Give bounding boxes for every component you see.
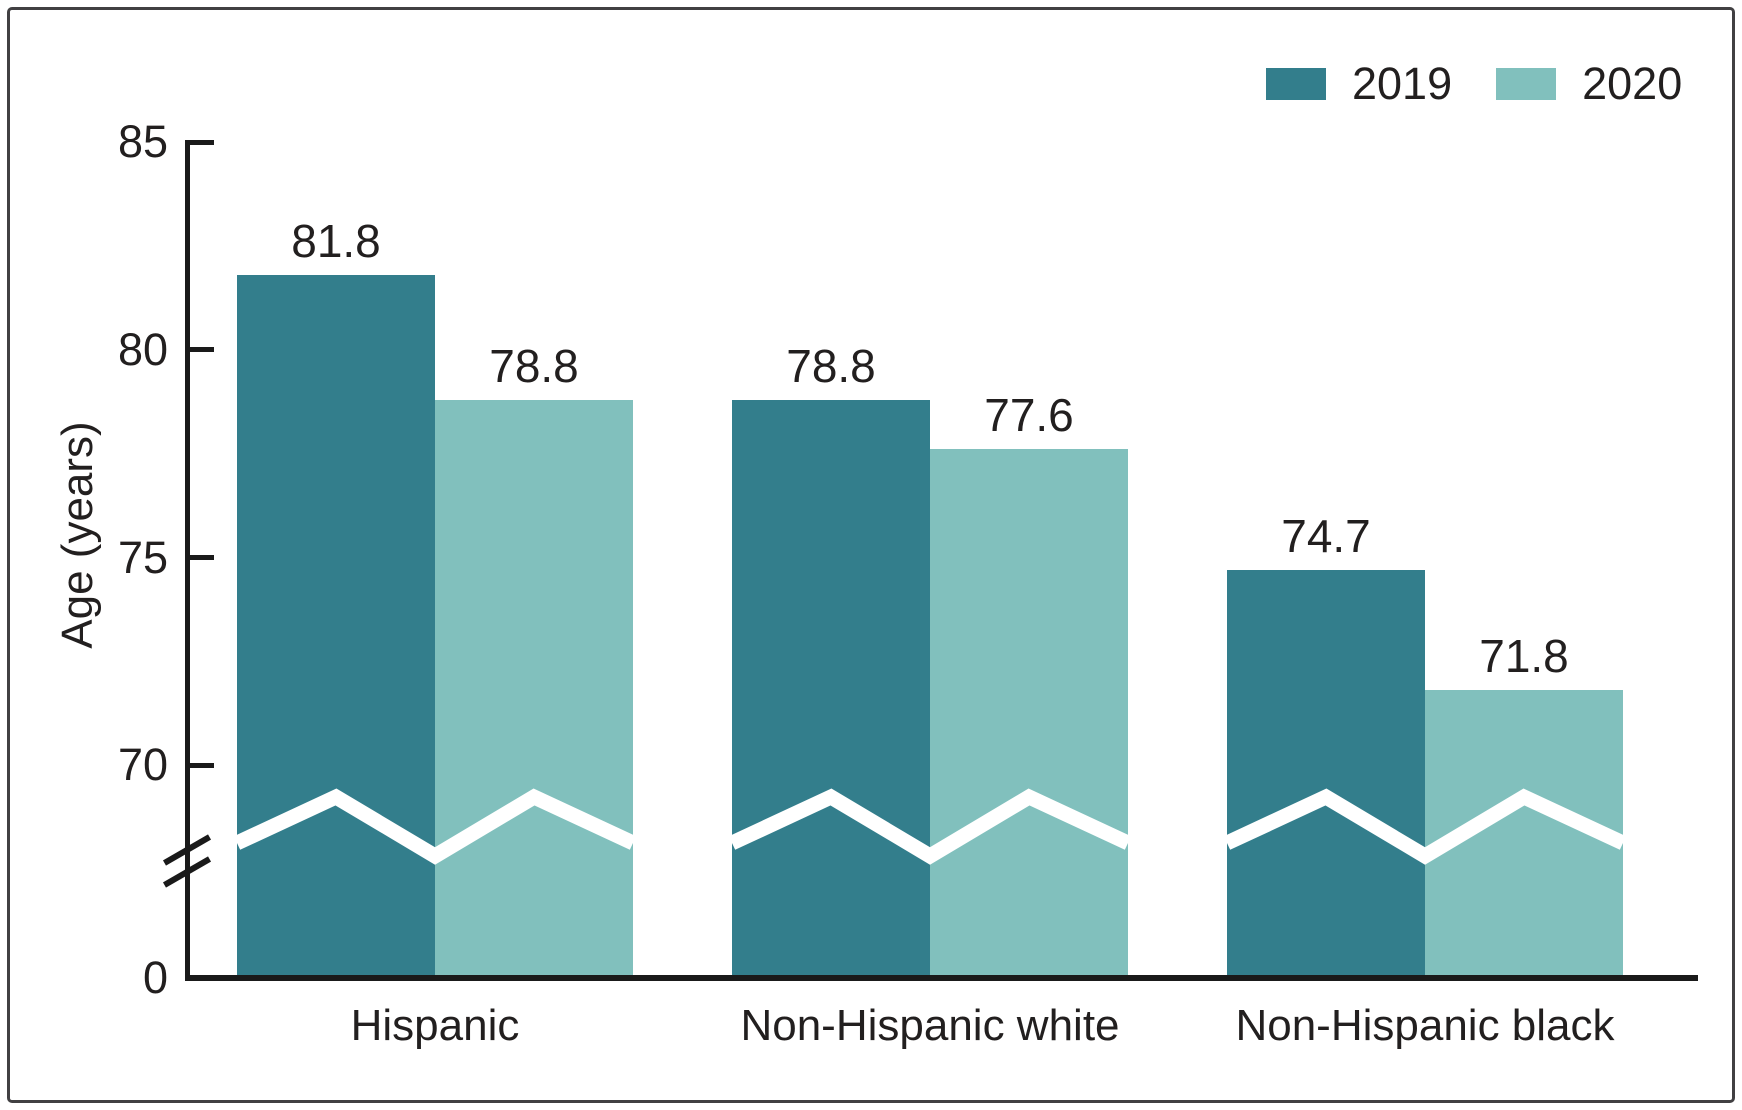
y-tick-85 — [190, 139, 214, 145]
value-label-2020-hispanic: 78.8 — [489, 339, 579, 392]
bar-2020-non-hispanic-white — [930, 449, 1128, 978]
value-label-2020-non-hispanic-black: 71.8 — [1479, 630, 1569, 683]
y-tick-label-85: 85 — [117, 116, 168, 167]
x-label-hispanic: Hispanic — [350, 1001, 520, 1050]
x-label-non-hispanic-black: Non-Hispanic black — [1235, 1001, 1615, 1050]
value-label-2019-non-hispanic-white: 78.8 — [786, 339, 876, 392]
legend-swatch-2020 — [1496, 68, 1557, 100]
legend-label-2019: 2019 — [1352, 58, 1453, 109]
bar-2020-hispanic — [435, 399, 633, 978]
y-tick-80 — [190, 347, 214, 353]
value-label-2019-hispanic: 81.8 — [291, 214, 381, 267]
legend-item-2020: 2020 — [1496, 58, 1682, 110]
bar-2020-non-hispanic-black — [1425, 690, 1623, 978]
legend-item-2019: 2019 — [1266, 58, 1452, 110]
value-label-2019-non-hispanic-black: 74.7 — [1281, 509, 1371, 562]
y-axis-line — [185, 140, 190, 980]
y-tick-label-70: 70 — [117, 739, 168, 791]
legend: 2019 2020 — [1266, 58, 1682, 110]
y-tick-70 — [190, 762, 214, 768]
bar-2019-non-hispanic-white — [732, 399, 930, 978]
legend-label-2020: 2020 — [1582, 58, 1683, 109]
x-label-non-hispanic-white: Non-Hispanic white — [740, 1001, 1120, 1050]
bar-2019-non-hispanic-black — [1227, 569, 1425, 978]
legend-swatch-2019 — [1266, 68, 1326, 100]
x-axis-line — [185, 975, 1698, 981]
y-tick-label-80: 80 — [117, 323, 168, 375]
y-tick-75 — [190, 555, 214, 560]
y-tick-label-75: 75 — [117, 531, 168, 583]
y-tick-label-0: 0 — [142, 952, 168, 1003]
value-label-2020-non-hispanic-white: 77.6 — [984, 389, 1074, 442]
